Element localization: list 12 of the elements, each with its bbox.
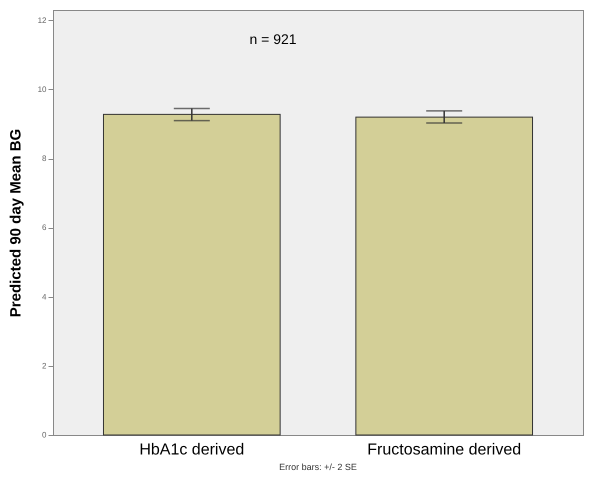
- text: Error bars: +/- 2 SE: [279, 462, 357, 472]
- y-tick-label: 12: [38, 16, 48, 25]
- x-tick-label: HbA1c derived: [139, 442, 244, 458]
- y-tick-label: 8: [42, 154, 48, 164]
- y-tick-label: 10: [38, 84, 48, 94]
- annotation: n = 921: [249, 31, 297, 47]
- y-tick-label: 4: [42, 292, 48, 302]
- x-tick-label: Fructosamine derived: [367, 442, 522, 458]
- y-tick-label: 6: [42, 223, 48, 232]
- y-axis-title: Predicted 90 day Mean BG: [8, 128, 25, 318]
- y-tick-label: 0: [42, 430, 48, 440]
- y-tick-label: 2: [42, 361, 48, 370]
